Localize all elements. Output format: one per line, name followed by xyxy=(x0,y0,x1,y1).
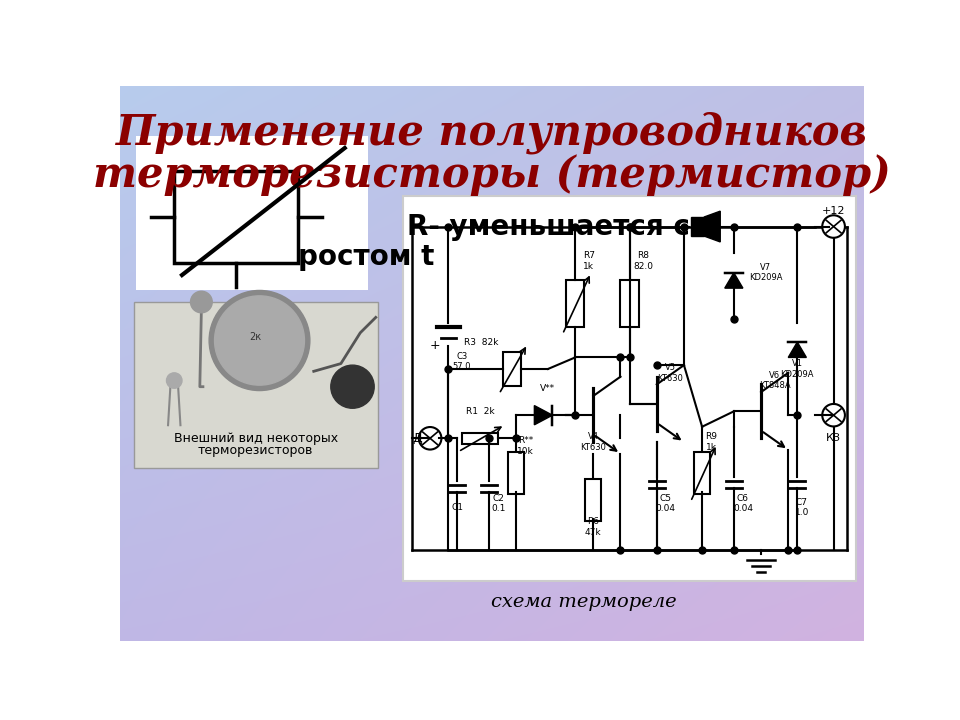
Text: ростом t: ростом t xyxy=(299,243,435,271)
Text: V7
KD209A: V7 KD209A xyxy=(749,263,782,282)
Text: R- уменьшается с: R- уменьшается с xyxy=(407,212,689,240)
Text: V4
KT630: V4 KT630 xyxy=(581,433,606,452)
Circle shape xyxy=(190,291,212,312)
Text: +: + xyxy=(429,339,440,352)
Bar xyxy=(694,451,710,494)
Polygon shape xyxy=(705,211,720,242)
Text: R9
1k: R9 1k xyxy=(706,433,717,452)
Text: C3
57.0: C3 57.0 xyxy=(452,351,471,371)
Text: R**
10k: R** 10k xyxy=(516,436,534,456)
Circle shape xyxy=(209,290,310,390)
Text: R3  82k: R3 82k xyxy=(464,338,498,346)
Bar xyxy=(620,280,638,327)
Text: схема термореле: схема термореле xyxy=(492,593,677,611)
Polygon shape xyxy=(535,405,553,425)
Text: V6
KT848A: V6 KT848A xyxy=(758,371,790,390)
Text: +12: +12 xyxy=(822,206,846,216)
Text: R7
1k: R7 1k xyxy=(583,251,595,271)
Circle shape xyxy=(331,365,374,408)
Bar xyxy=(586,479,601,521)
Circle shape xyxy=(166,373,182,388)
Text: R6
47k: R6 47k xyxy=(585,517,602,536)
Circle shape xyxy=(823,404,845,426)
Bar xyxy=(403,196,856,581)
Polygon shape xyxy=(725,273,743,288)
Text: V1
KD209A: V1 KD209A xyxy=(780,359,814,379)
Text: R8
82.0: R8 82.0 xyxy=(634,251,653,271)
Bar xyxy=(566,280,585,327)
Text: 2к: 2к xyxy=(250,332,262,342)
Bar xyxy=(135,137,368,290)
Polygon shape xyxy=(788,342,806,357)
Text: терморезисторов: терморезисторов xyxy=(198,444,313,457)
Text: C7
1.0: C7 1.0 xyxy=(795,498,809,517)
Text: КЗ: КЗ xyxy=(827,433,841,444)
Bar xyxy=(691,217,705,236)
Text: Д: Д xyxy=(412,432,421,445)
Text: V**: V** xyxy=(540,384,556,392)
Circle shape xyxy=(419,427,442,449)
Circle shape xyxy=(214,296,304,385)
Text: терморезисторы (термистор): терморезисторы (термистор) xyxy=(93,154,891,196)
Bar xyxy=(508,451,524,494)
Bar xyxy=(462,433,498,444)
Text: R1  2k: R1 2k xyxy=(466,407,494,416)
Text: Внешний вид некоторых: Внешний вид некоторых xyxy=(174,432,338,445)
Circle shape xyxy=(823,215,845,238)
Bar xyxy=(175,171,299,264)
Text: Применение полупроводников: Применение полупроводников xyxy=(116,112,868,154)
Text: C1: C1 xyxy=(451,503,464,512)
Bar xyxy=(503,351,520,387)
Text: V5
KT630: V5 KT630 xyxy=(658,363,684,382)
Text: C2
0.1: C2 0.1 xyxy=(491,494,505,513)
Text: C5
0.04: C5 0.04 xyxy=(656,494,676,513)
Text: C6
0.04: C6 0.04 xyxy=(732,494,753,513)
Bar xyxy=(134,302,378,467)
